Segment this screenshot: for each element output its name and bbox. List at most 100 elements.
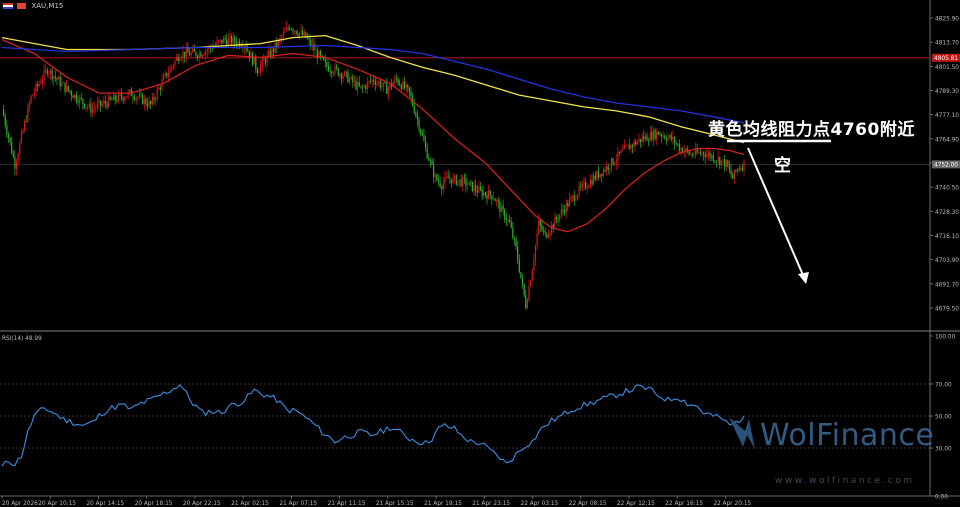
candle-body <box>6 125 8 134</box>
candle-body <box>90 103 92 113</box>
candle-body <box>572 195 574 198</box>
candle-body <box>85 106 87 108</box>
candle-body <box>518 260 520 273</box>
candle-body <box>174 60 176 66</box>
candle-body <box>455 175 457 185</box>
time-tick-label: 21 Apr 07:15 <box>279 501 317 507</box>
candle-body <box>365 85 367 89</box>
candle-body <box>250 52 252 57</box>
candle-body <box>360 85 362 87</box>
candle-body <box>504 209 506 220</box>
annotation-line-1: 黄色均线阻力点4760附近 <box>708 120 915 140</box>
candle-body <box>38 83 40 86</box>
candle-body <box>405 84 407 89</box>
rsi-tick-label: 70.00 <box>935 383 952 389</box>
rsi-tick-label: 0.00 <box>935 495 948 501</box>
candle-body <box>445 176 448 178</box>
time-tick-label: 20 Apr 2026 <box>2 501 38 507</box>
candle-body <box>334 66 336 74</box>
candle-body <box>247 49 249 52</box>
candle-body <box>416 115 419 120</box>
symbol-text: XAU,M15 <box>31 2 64 10</box>
candle-body <box>395 78 398 79</box>
candle-body <box>164 72 166 76</box>
candle-body <box>142 94 144 105</box>
candle-body <box>418 119 420 130</box>
candle-body <box>681 148 684 154</box>
candle-body <box>394 78 396 83</box>
candle-body <box>536 233 538 246</box>
candle-body <box>253 57 255 65</box>
candle-body <box>197 55 199 58</box>
time-tick-label: 22 Apr 20:15 <box>713 501 751 507</box>
candle-body <box>70 91 73 96</box>
candle-body <box>67 85 69 91</box>
candle-body <box>439 181 441 187</box>
candle-body <box>720 160 722 166</box>
candle-body <box>66 85 68 92</box>
time-tick-label: 22 Apr 12:15 <box>617 501 655 507</box>
candle-body <box>159 87 162 90</box>
candle-body <box>538 220 540 234</box>
candle-body <box>643 136 645 140</box>
candle-body <box>680 148 682 151</box>
candle-body <box>337 68 339 76</box>
candle-body <box>161 79 163 90</box>
candle-body <box>352 76 354 83</box>
candle-body <box>565 203 567 213</box>
candle-body <box>133 97 136 100</box>
candle-body <box>466 184 469 186</box>
candle-body <box>605 165 608 172</box>
candle-body <box>567 203 569 207</box>
candle-body <box>373 79 375 82</box>
candle-body <box>583 182 585 184</box>
candle-body <box>153 97 155 101</box>
candle-body <box>145 98 147 105</box>
candle-body <box>678 144 680 151</box>
candle-body <box>255 57 257 69</box>
candle-body <box>256 68 259 74</box>
candle-body <box>324 60 326 62</box>
candle-body <box>260 64 262 72</box>
resistance-price-tag <box>932 53 960 62</box>
candle-body <box>554 217 556 228</box>
candle-body <box>329 71 331 72</box>
candle-body <box>690 154 692 155</box>
candle-body <box>224 38 226 40</box>
current-price-tag <box>932 160 960 169</box>
candle-body <box>677 143 679 145</box>
candle-body <box>206 49 208 51</box>
candle-body <box>125 96 128 98</box>
candle-body <box>326 61 328 67</box>
candle-body <box>285 27 288 32</box>
candle-body <box>497 200 499 202</box>
candle-body <box>311 44 313 46</box>
candle-body <box>7 133 10 138</box>
candle-body <box>429 160 431 162</box>
candle-body <box>591 179 593 185</box>
candle-body <box>452 177 454 184</box>
candle-body <box>732 174 734 179</box>
candle-body <box>520 272 522 278</box>
candle-body <box>547 235 549 238</box>
candle-body <box>295 30 297 34</box>
price-tick-label: 4813.70 <box>935 41 959 47</box>
candle-body <box>237 41 239 46</box>
candle-body <box>685 148 687 152</box>
rsi-tick-label: 100.00 <box>935 335 956 341</box>
candle-body <box>724 159 726 168</box>
candle-body <box>625 145 627 146</box>
candle-body <box>596 171 598 180</box>
candle-body <box>374 81 377 85</box>
down-arrow-shaft <box>747 147 807 283</box>
candle-body <box>368 81 370 83</box>
candle-body <box>87 106 89 108</box>
candle-body <box>657 131 659 135</box>
candle-body <box>310 39 312 46</box>
candle-body <box>492 198 495 200</box>
candle-body <box>61 82 63 86</box>
candle-body <box>227 38 229 45</box>
candle-body <box>258 71 260 74</box>
candle-body <box>636 141 638 145</box>
